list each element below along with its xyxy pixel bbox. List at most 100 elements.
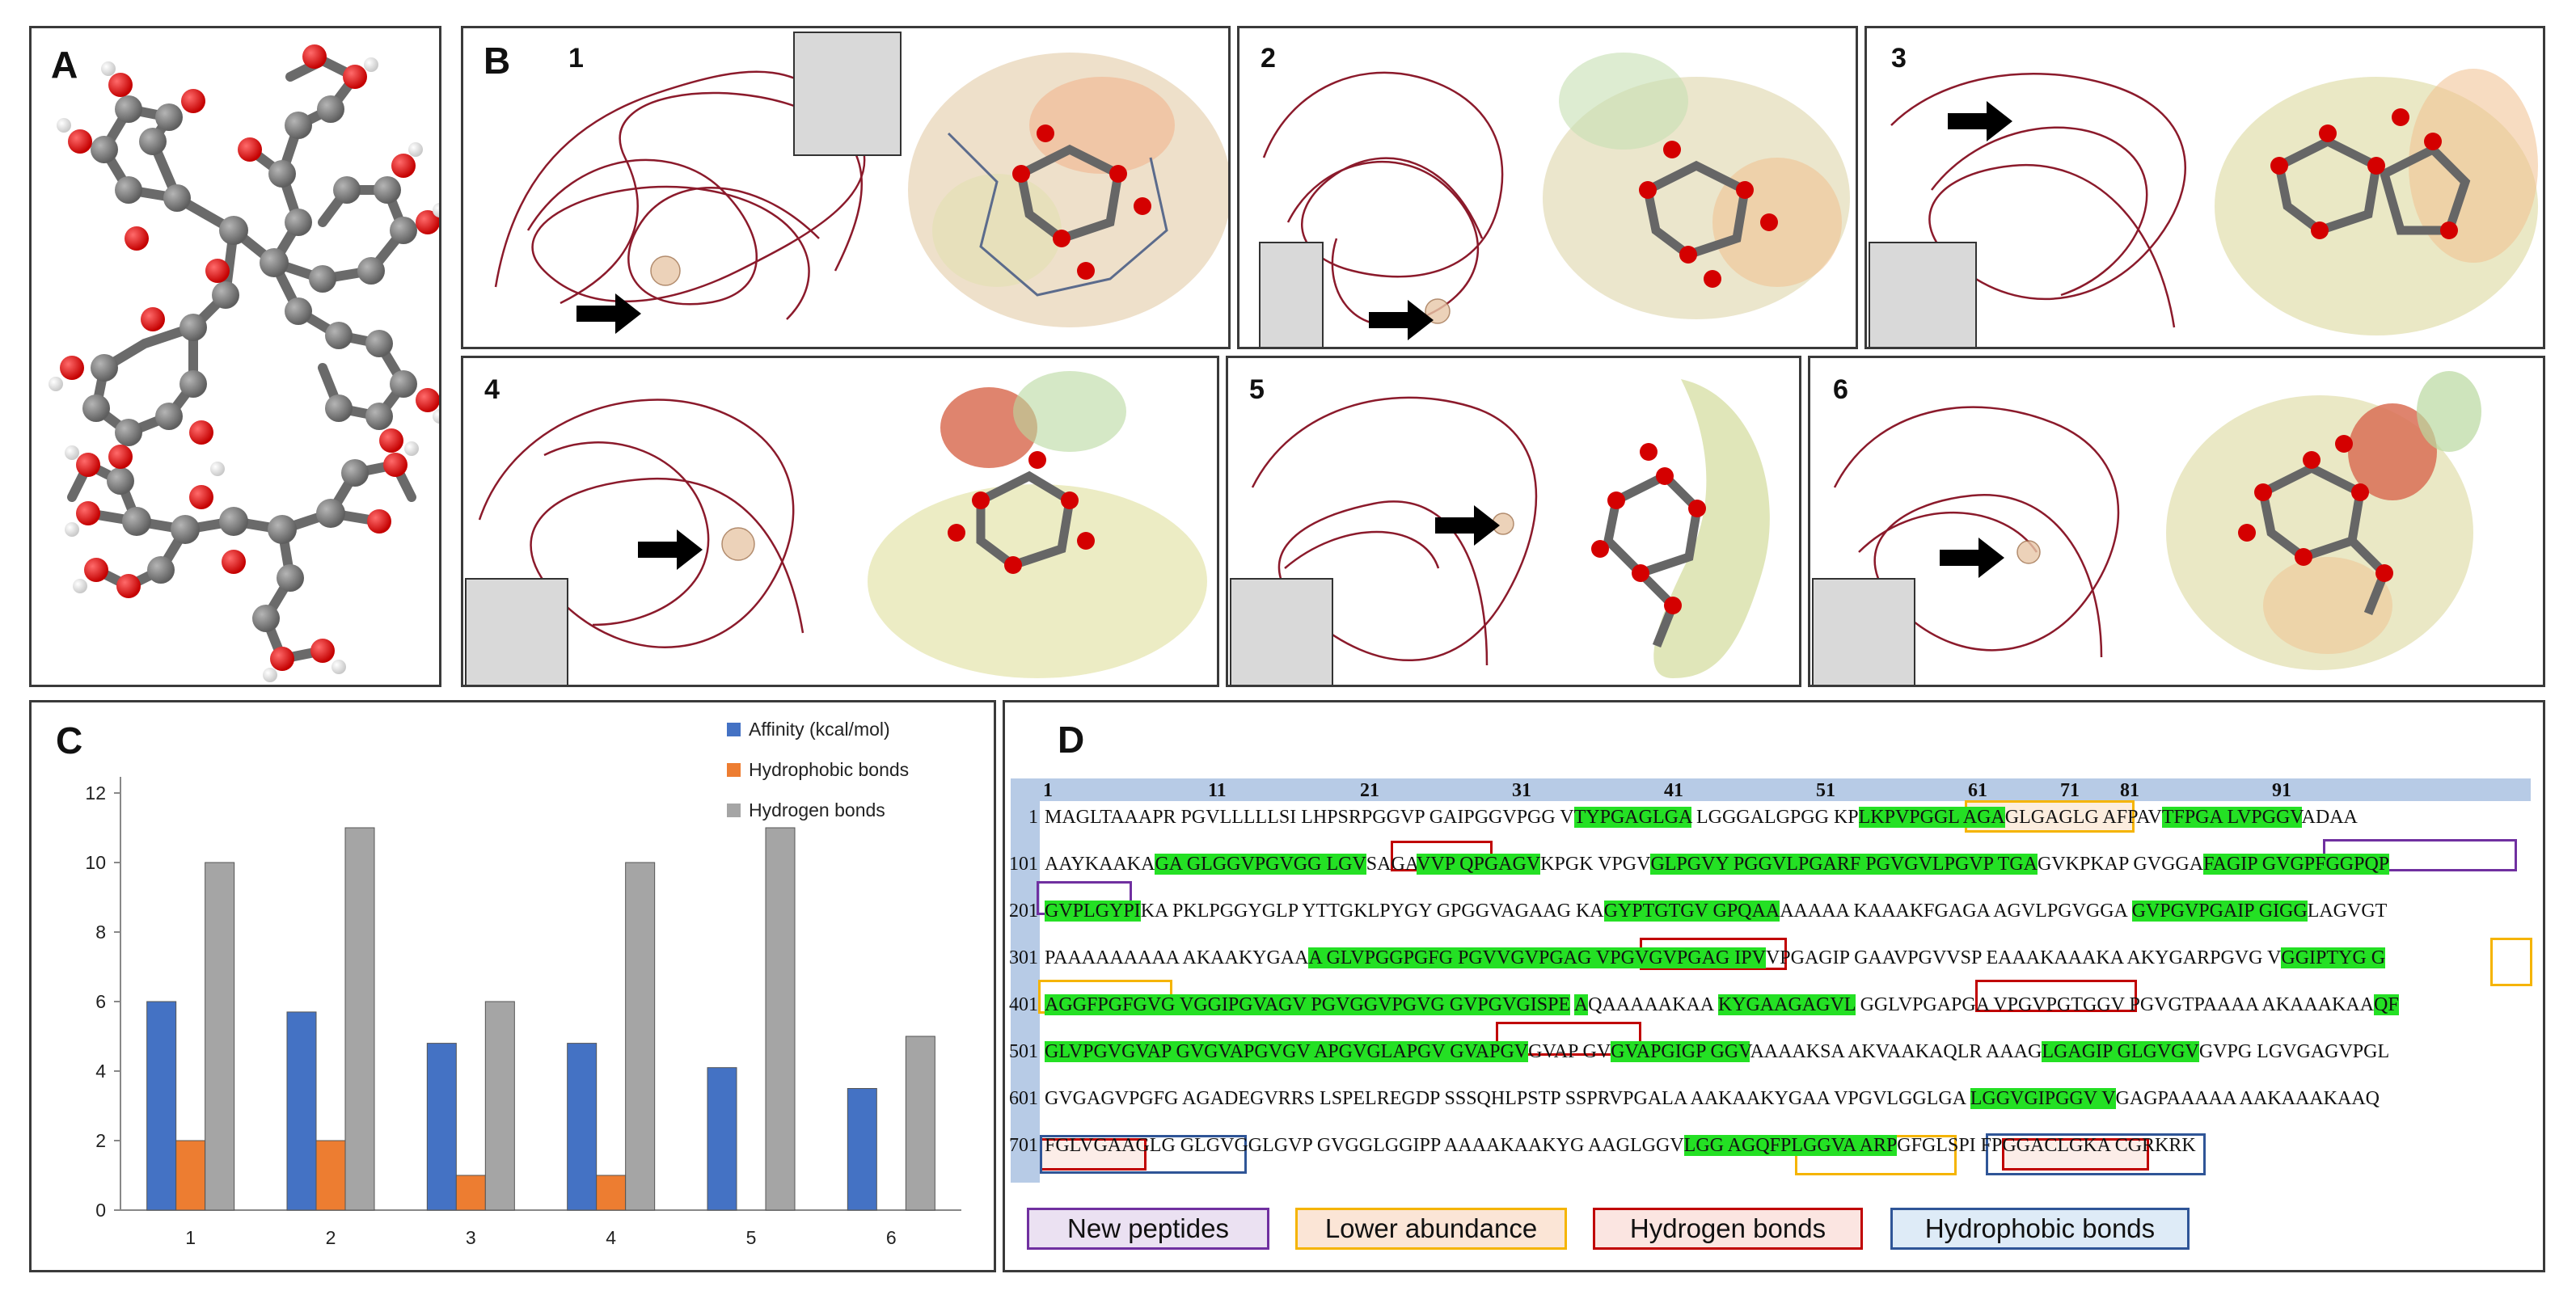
pose-inset xyxy=(465,578,568,685)
binding-site-closeup xyxy=(908,53,1228,327)
identified-peptide-segment: FAGIP GVGPFGGPQP xyxy=(2203,854,2390,875)
identified-peptide-segment: GGIPTYG G xyxy=(2281,947,2386,968)
legend-hydrophobic-bonds: Hydrophobic bonds xyxy=(1890,1208,2190,1250)
sequence-row-number: 601 xyxy=(1009,1088,1038,1109)
pose-number: 5 xyxy=(1249,374,1265,405)
binding-site-closeup xyxy=(2215,69,2538,335)
legend-label: Affinity (kcal/mol) xyxy=(749,719,890,740)
sequence-segment: PGA VPGVPGTGGV PGVGTPAAAA AKAAAKAA xyxy=(1951,994,2375,1015)
bar-hydrogen xyxy=(625,862,656,1211)
sequence-number-column xyxy=(1011,778,1040,1183)
lower-abundance-box xyxy=(2490,938,2532,986)
y-tick-label: 8 xyxy=(95,922,106,943)
bar-affinity xyxy=(847,1088,877,1211)
tannic-acid-structure-top xyxy=(49,44,439,682)
sequence-segment: GVPG LGVGAGVPGL xyxy=(2198,1041,2390,1062)
arrow-icon xyxy=(638,529,703,570)
protein-ribbon xyxy=(478,399,804,648)
panel-a-label: A xyxy=(51,44,78,86)
bar-hydrogen xyxy=(905,1036,935,1211)
identified-peptide-segment: GLVPGVGVAP GVGVAPGVGV APGVGLAPGV GVAPGV xyxy=(1045,1041,1529,1062)
atoms-oxygen xyxy=(60,44,439,671)
sequence-row: FGLVGAAGLG GLGVGGLGVP GVGGLGGIPP AAAAKAA… xyxy=(1045,1135,2196,1157)
sequence-segment: LAGVGT xyxy=(2307,901,2388,922)
y-tick-label: 0 xyxy=(95,1200,106,1221)
bar-hydrogen xyxy=(205,862,235,1211)
bar-affinity xyxy=(426,1043,457,1211)
protein-ribbon xyxy=(494,70,866,320)
binding-site-closeup xyxy=(1591,379,1770,678)
legend-lower-abundance: Lower abundance xyxy=(1295,1208,1567,1250)
pose-inset xyxy=(1259,242,1324,347)
sequence-row: PAAAAAAAAA AKAAKYGAAA GLVPGGPGFG PGVVGVP… xyxy=(1045,947,2386,969)
identified-peptide-segment: TFPGA LVPGGV xyxy=(2161,807,2302,828)
y-tick-label: 6 xyxy=(95,991,106,1012)
identified-peptide-segment: GVPLGYPI xyxy=(1045,901,1141,922)
sequence-position-label: 51 xyxy=(1816,780,1835,801)
sequence-row-number: 1 xyxy=(1028,807,1038,828)
sequence-segment: FGLVGAAGLG GLGVGGLGVP GVGGLGGIPP AAAAKAA… xyxy=(1045,1135,1684,1156)
binding-site-closeup xyxy=(868,371,1207,678)
sequence-row: MAGLTAAAPR PGVLLLLLSI LHPSRPGGVP GAIPGGV… xyxy=(1045,807,2358,829)
sequence-row-number: 101 xyxy=(1009,854,1038,875)
sequence-segment: GVGAGVPGFG AGADEGVRRS LSPELREGDP SSSQHLP… xyxy=(1045,1088,1970,1109)
sequence-segment: GVKPKAP GVGGA xyxy=(2037,854,2204,875)
arrow-icon xyxy=(1435,505,1500,546)
panel-d-label: D xyxy=(1058,719,1085,761)
protein-ribbon xyxy=(1251,396,1538,666)
sequence-row-number: 301 xyxy=(1009,947,1038,968)
panel-c-label: C xyxy=(56,719,83,761)
identified-peptide-segment: LKPVPGGL AGA xyxy=(1858,807,2005,828)
identified-peptide-segment: LGG AGQFPLGGVA ARP xyxy=(1683,1135,1898,1156)
hydrogen-bonds-box xyxy=(2002,1138,2149,1171)
hydrogen-bonds-box xyxy=(1975,980,2137,1012)
protein-ribbon xyxy=(1833,406,2120,658)
legend-item-affinity: Affinity (kcal/mol) xyxy=(727,719,890,740)
sequence-segment: GGLVPGA xyxy=(1855,994,1952,1015)
sequence-row: GVGAGVPGFG AGADEGVRRS LSPELREGDP SSSQHLP… xyxy=(1045,1088,2380,1110)
identified-peptide-segment: GVAPGIGP GGV xyxy=(1611,1041,1750,1062)
y-tick-label: 10 xyxy=(85,852,106,873)
identified-peptide-segment: GVPGVPGAIP GIGG xyxy=(2131,901,2308,922)
legend-swatch xyxy=(727,763,741,777)
sequence-row: AGGFPGFGVG VGGIPGVAGV PGVGGVPGVG GVPGVGI… xyxy=(1045,994,2399,1016)
bar-hydrophobic xyxy=(596,1175,627,1211)
pose-number: 1 xyxy=(568,43,584,74)
legend-item-hydrophobic: Hydrophobic bonds xyxy=(727,759,909,781)
x-tick-label: 1 xyxy=(185,1227,196,1248)
legend-new-peptides: New peptides xyxy=(1027,1208,1269,1250)
pose-inset xyxy=(1230,578,1333,685)
identified-peptide-segment: VVP QPGAGV xyxy=(1417,854,1541,875)
pose-number: 4 xyxy=(484,374,500,405)
sequence-segment: LGGGALGPGG KP xyxy=(1691,807,1859,828)
legend-item-hydrogen: Hydrogen bonds xyxy=(727,799,885,821)
sequence-position-label: 1 xyxy=(1043,780,1053,801)
sequence-position-label: 91 xyxy=(2272,780,2291,801)
x-tick-label: 2 xyxy=(326,1227,336,1248)
docking-pose-1: 1 xyxy=(461,26,1231,349)
identified-peptide-segment: GYPTGTGV GPQAA xyxy=(1603,901,1780,922)
docking-pose-6: 6 xyxy=(1808,356,2545,687)
pose-number: 6 xyxy=(1833,374,1848,405)
sequence-segment: KA PKLPGGYGLP YTTGKLPYGY GPGGVAGAAG KA xyxy=(1140,901,1604,922)
sequence-row-number: 401 xyxy=(1009,994,1038,1015)
pose-inset xyxy=(1869,242,1977,347)
bar-hydrogen xyxy=(344,827,375,1211)
x-tick-label: 4 xyxy=(606,1227,616,1248)
bar-affinity xyxy=(286,1011,317,1211)
hydrophobic-bonds-box xyxy=(1040,1135,1247,1174)
legend-label: Hydrogen bonds xyxy=(749,799,885,820)
docking-pose-4: 4 xyxy=(461,356,1219,687)
identified-peptide-segment: A xyxy=(1573,994,1589,1015)
bar-hydrophobic xyxy=(455,1175,486,1211)
bar-hydrogen xyxy=(765,827,796,1211)
arrow-icon xyxy=(1948,101,2012,141)
identified-peptide-segment: QF xyxy=(2374,994,2399,1015)
sequence-segment: MAGLTAAAPR PGVLLLLLSI LHPSRPGGVP GAIPGGV… xyxy=(1045,807,1574,828)
legend-hydrogen-bonds: Hydrogen bonds xyxy=(1593,1208,1863,1250)
x-tick-label: 3 xyxy=(466,1227,476,1248)
bar-hydrogen xyxy=(484,1001,515,1211)
sequence-segment: QAAAAAKAA xyxy=(1588,994,1718,1015)
panel-b-label: B xyxy=(484,40,511,82)
bar-hydrophobic xyxy=(315,1140,346,1211)
